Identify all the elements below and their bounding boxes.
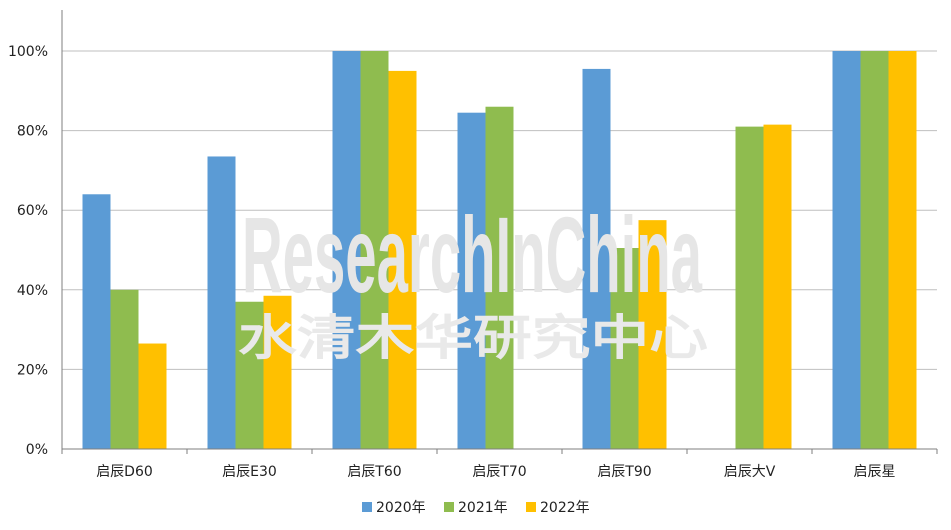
bar — [860, 51, 889, 449]
bar — [582, 68, 611, 449]
bar — [82, 194, 111, 449]
x-tick-label: 启辰T70 — [472, 464, 526, 480]
bars — [82, 51, 917, 450]
bar — [138, 343, 167, 449]
y-axis: 0% 20% 40% 60% 80% 100% — [8, 10, 63, 458]
y-tick-label: 60% — [17, 203, 48, 219]
x-tick-label: 启辰星 — [854, 464, 896, 480]
legend: 2020年 2021年 2022年 — [362, 500, 590, 516]
bar — [110, 289, 139, 449]
legend-swatch — [444, 502, 454, 512]
bar — [332, 51, 361, 449]
bar — [235, 301, 264, 449]
watermark-chinese-text: 水清木华研究中心 — [238, 310, 708, 366]
bar — [263, 295, 292, 449]
x-tick-label: 启辰T90 — [597, 464, 651, 480]
bar — [888, 51, 917, 449]
x-tick-label: 启辰大V — [724, 464, 776, 480]
bar — [832, 51, 861, 449]
legend-swatch — [362, 502, 372, 512]
y-tick-label: 20% — [17, 362, 48, 378]
legend-label: 2022年 — [540, 500, 590, 516]
x-axis: 启辰D60 启辰E30 启辰T60 启辰T70 启辰T90 启辰大V 启辰星 — [61, 448, 938, 480]
bar — [207, 156, 236, 449]
bar — [388, 70, 417, 450]
legend-label: 2021年 — [458, 500, 508, 516]
bar — [638, 220, 667, 449]
watermark-text: ResearchInChina — [242, 194, 702, 315]
x-tick-label: 启辰T60 — [347, 464, 401, 480]
bar — [485, 106, 514, 449]
legend-swatch — [526, 502, 536, 512]
watermark: ResearchInChina 水清木华研究中心 — [238, 194, 708, 366]
y-tick-label: 0% — [26, 442, 48, 458]
bar — [457, 112, 486, 449]
bar — [735, 126, 764, 450]
bar — [763, 124, 792, 449]
y-tick-label: 80% — [17, 124, 48, 140]
legend-label: 2020年 — [376, 500, 426, 516]
bar — [360, 51, 389, 449]
x-tick-label: 启辰D60 — [96, 464, 153, 480]
y-tick-label: 40% — [17, 283, 48, 299]
y-tick-label: 100% — [8, 44, 48, 60]
bar — [610, 248, 639, 449]
x-tick-label: 启辰E30 — [222, 464, 277, 480]
